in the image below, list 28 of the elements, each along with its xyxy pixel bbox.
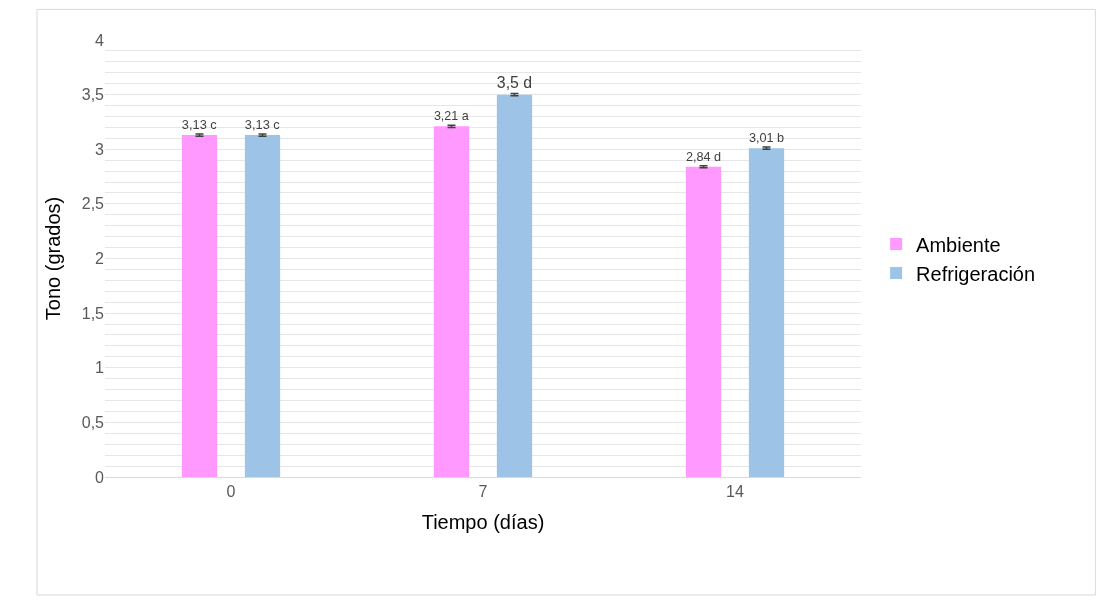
bar bbox=[748, 148, 785, 477]
y-tick-label: 2 bbox=[95, 250, 105, 268]
x-tick-label: 14 bbox=[726, 483, 744, 501]
data-label: 3,5 d bbox=[496, 73, 533, 91]
y-tick-label: 3 bbox=[95, 140, 105, 158]
y-tick-label: 4 bbox=[95, 31, 105, 49]
bar bbox=[244, 135, 281, 477]
data-label: 2,84 d bbox=[685, 149, 722, 164]
y-tick-label: 2,5 bbox=[81, 195, 105, 213]
x-tick-label: 7 bbox=[478, 483, 488, 501]
y-tick-label: 3,5 bbox=[81, 86, 105, 104]
y-tick-label: 0,5 bbox=[81, 413, 105, 431]
y-tick-label: 0 bbox=[95, 468, 105, 486]
data-label: 3,13 c bbox=[244, 117, 281, 133]
bar bbox=[181, 135, 218, 477]
y-axis-title: Tono (grados) bbox=[42, 196, 65, 321]
bar bbox=[496, 94, 533, 477]
data-label: 3,01 b bbox=[748, 131, 785, 146]
y-tick-label: 1 bbox=[95, 359, 105, 377]
data-label: 3,21 a bbox=[433, 109, 469, 124]
x-axis-title: Tiempo (días) bbox=[421, 510, 545, 533]
legend-label: Ambiente bbox=[916, 233, 1001, 256]
y-tick-label: 1,5 bbox=[81, 304, 105, 322]
data-label: 3,13 c bbox=[181, 117, 218, 133]
bar bbox=[433, 126, 470, 477]
x-tick-label: 0 bbox=[226, 483, 236, 501]
bar bbox=[685, 166, 722, 477]
legend-label: Refrigeración bbox=[916, 262, 1036, 285]
